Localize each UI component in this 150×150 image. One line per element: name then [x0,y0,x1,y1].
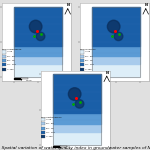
Bar [92,7,140,45]
Text: N: N [144,3,147,7]
Bar [41,118,45,121]
Text: N: N [66,3,69,7]
Text: Figure 5. Spatial variation of water quality index in groundwater samples of Nor: Figure 5. Spatial variation of water qua… [0,146,150,150]
Bar [2,63,6,66]
Bar [14,7,62,45]
Bar [53,132,101,145]
Bar [80,55,84,58]
Bar [80,63,84,66]
Bar [92,7,140,77]
Bar [53,124,101,132]
Text: WQI Postmonsoon: WQI Postmonsoon [41,117,61,118]
Text: < 25: < 25 [85,51,90,52]
Text: 25 - 50: 25 - 50 [46,123,53,124]
Ellipse shape [107,20,120,33]
Bar [80,68,84,71]
Bar [53,74,101,113]
Bar [80,50,84,54]
Text: > 100: > 100 [46,136,52,137]
Text: 50 - 75: 50 - 75 [7,60,14,61]
Bar [2,68,6,71]
Text: 0: 0 [60,148,61,149]
Text: 25 - 50: 25 - 50 [7,56,14,57]
Text: 10 km: 10 km [104,80,109,81]
Bar [21,78,28,80]
Bar [92,78,99,80]
Text: 0: 0 [21,80,22,81]
Ellipse shape [75,100,84,108]
Ellipse shape [114,32,123,41]
Bar [53,146,60,147]
Text: 0: 0 [99,80,100,81]
Bar [14,7,62,77]
Text: > 100: > 100 [85,69,91,70]
Bar [2,55,6,58]
Text: 50 - 75: 50 - 75 [85,60,92,61]
Bar [41,122,45,125]
Bar [14,45,62,56]
Text: < 25: < 25 [46,119,51,120]
Bar [80,59,84,62]
Text: 10 km: 10 km [26,80,31,81]
Text: WQI Premonsoon: WQI Premonsoon [2,49,21,50]
Text: WQI Monsoon: WQI Monsoon [80,49,96,50]
Text: 25 - 50: 25 - 50 [85,56,92,57]
Text: 50 - 75: 50 - 75 [46,128,53,129]
Ellipse shape [68,88,81,100]
Bar [41,131,45,134]
Ellipse shape [29,20,42,33]
Text: 75 - 100: 75 - 100 [7,64,16,65]
Bar [2,59,6,62]
Bar [41,126,45,130]
Text: N: N [105,70,108,75]
Ellipse shape [36,32,45,41]
Bar [53,74,101,145]
Bar [99,78,106,80]
Bar [2,50,6,54]
Bar [14,64,62,77]
Bar [60,146,67,147]
Text: 10 km: 10 km [65,148,70,149]
Bar [41,135,45,138]
Text: > 100: > 100 [7,69,13,70]
Bar [92,45,140,56]
Text: < 25: < 25 [7,51,12,52]
Text: 75 - 100: 75 - 100 [85,64,94,65]
Bar [92,64,140,77]
Bar [14,78,21,80]
Bar [53,113,101,124]
Text: 75 - 100: 75 - 100 [46,132,55,133]
Bar [14,56,62,64]
Bar [92,56,140,64]
